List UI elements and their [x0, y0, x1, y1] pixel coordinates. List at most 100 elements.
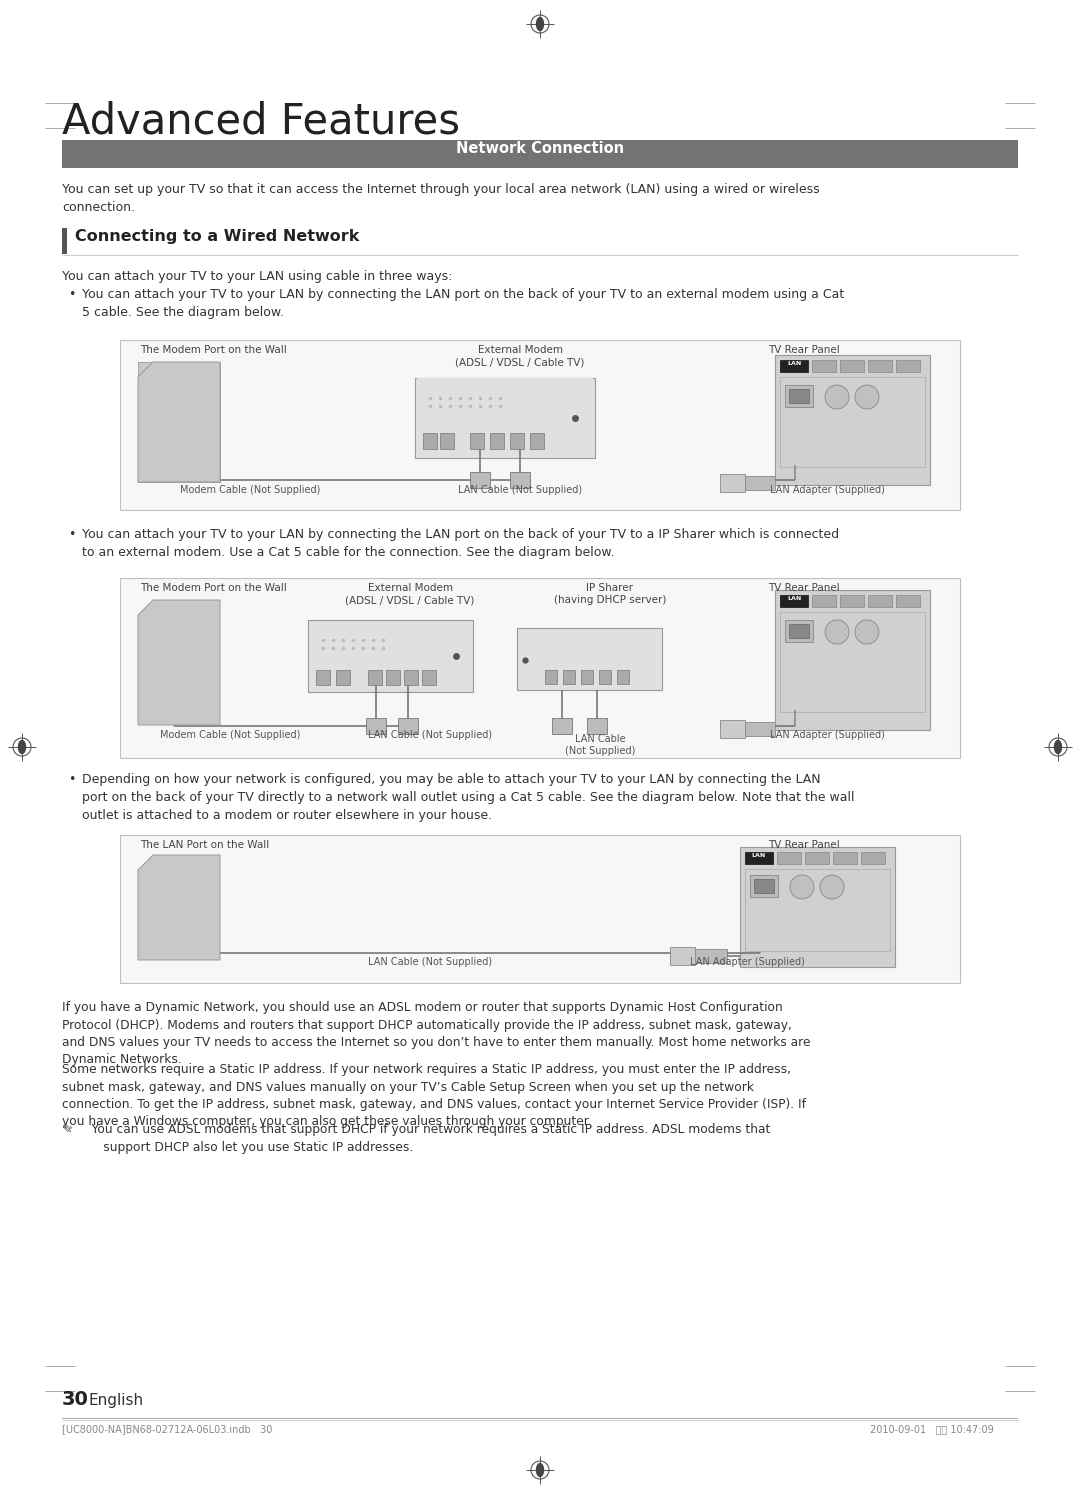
- Bar: [777, 852, 801, 864]
- Bar: [120, 341, 960, 509]
- Bar: [780, 360, 808, 372]
- Bar: [720, 474, 745, 492]
- Bar: [754, 878, 774, 893]
- Bar: [138, 362, 220, 483]
- Bar: [510, 433, 524, 450]
- Text: 2010-09-01   오전 10:47:09: 2010-09-01 오전 10:47:09: [870, 1424, 994, 1434]
- Text: Advanced Features: Advanced Features: [62, 100, 460, 142]
- Bar: [812, 360, 836, 372]
- Circle shape: [855, 620, 879, 644]
- Bar: [160, 645, 188, 666]
- Circle shape: [855, 385, 879, 409]
- Text: TV Rear Panel: TV Rear Panel: [768, 345, 840, 356]
- Bar: [599, 669, 611, 684]
- Bar: [745, 722, 775, 737]
- Text: [UC8000-NA]BN68-02712A-06L03.indb   30: [UC8000-NA]BN68-02712A-06L03.indb 30: [62, 1424, 272, 1434]
- Bar: [696, 949, 727, 964]
- Circle shape: [789, 875, 814, 899]
- Text: Some networks require a Static IP address. If your network requires a Static IP : Some networks require a Static IP addres…: [62, 1064, 806, 1128]
- Bar: [785, 620, 813, 642]
- Ellipse shape: [18, 741, 26, 753]
- Bar: [581, 669, 593, 684]
- Bar: [440, 433, 454, 450]
- Bar: [780, 595, 808, 607]
- Bar: [789, 388, 809, 403]
- Text: The Modem Port on the Wall: The Modem Port on the Wall: [140, 345, 287, 356]
- Text: LAN Cable (Not Supplied): LAN Cable (Not Supplied): [368, 731, 492, 740]
- Bar: [670, 947, 696, 965]
- Bar: [415, 378, 595, 459]
- Polygon shape: [138, 362, 220, 483]
- Circle shape: [825, 620, 849, 644]
- Text: IP Sharer
(having DHCP server): IP Sharer (having DHCP server): [554, 583, 666, 605]
- Text: The Modem Port on the Wall: The Modem Port on the Wall: [140, 583, 287, 593]
- Bar: [617, 669, 629, 684]
- Text: 30: 30: [62, 1389, 89, 1409]
- Bar: [530, 433, 544, 450]
- Bar: [422, 669, 436, 686]
- Text: LAN Cable
(Not Supplied): LAN Cable (Not Supplied): [565, 734, 635, 756]
- Bar: [775, 590, 930, 731]
- Text: LAN Adapter (Supplied): LAN Adapter (Supplied): [770, 486, 885, 495]
- Bar: [720, 720, 745, 738]
- Bar: [120, 835, 960, 983]
- Bar: [336, 669, 350, 686]
- Bar: [165, 666, 183, 698]
- Bar: [896, 360, 920, 372]
- Ellipse shape: [537, 18, 543, 30]
- Bar: [840, 595, 864, 607]
- Text: •: •: [68, 288, 76, 300]
- Bar: [780, 613, 924, 713]
- Bar: [740, 847, 895, 967]
- Bar: [552, 719, 572, 734]
- Polygon shape: [138, 601, 220, 725]
- Text: External Modem
(ADSL / VDSL / Cable TV): External Modem (ADSL / VDSL / Cable TV): [346, 583, 475, 605]
- Bar: [510, 472, 530, 489]
- Text: Modem Cable (Not Supplied): Modem Cable (Not Supplied): [179, 486, 320, 495]
- Ellipse shape: [537, 1464, 543, 1476]
- Text: You can attach your TV to your LAN by connecting the LAN port on the back of you: You can attach your TV to your LAN by co…: [82, 527, 839, 559]
- Bar: [868, 595, 892, 607]
- Text: Network Connection: Network Connection: [456, 140, 624, 155]
- Bar: [470, 433, 484, 450]
- Text: You can attach your TV to your LAN using cable in three ways:: You can attach your TV to your LAN using…: [62, 270, 453, 282]
- Text: Depending on how your network is configured, you may be able to attach your TV t: Depending on how your network is configu…: [82, 772, 854, 822]
- Text: TV Rear Panel: TV Rear Panel: [768, 840, 840, 850]
- Bar: [545, 669, 557, 684]
- Bar: [833, 852, 858, 864]
- Bar: [750, 875, 778, 896]
- Circle shape: [820, 875, 843, 899]
- Text: You can use ADSL modems that support DHCP if your network requires a Static IP a: You can use ADSL modems that support DHC…: [80, 1123, 770, 1153]
- Bar: [780, 376, 924, 468]
- Text: If you have a Dynamic Network, you should use an ADSL modem or router that suppo: If you have a Dynamic Network, you shoul…: [62, 1001, 810, 1067]
- Bar: [368, 669, 382, 686]
- Bar: [563, 669, 575, 684]
- Bar: [812, 595, 836, 607]
- Text: LAN Cable (Not Supplied): LAN Cable (Not Supplied): [458, 486, 582, 495]
- Bar: [745, 477, 775, 490]
- Text: LAN Adapter (Supplied): LAN Adapter (Supplied): [770, 731, 885, 740]
- Bar: [745, 852, 773, 864]
- Bar: [789, 624, 809, 638]
- Text: ••: ••: [62, 1123, 73, 1132]
- Text: The LAN Port on the Wall: The LAN Port on the Wall: [140, 840, 269, 850]
- Text: External Modem
(ADSL / VDSL / Cable TV): External Modem (ADSL / VDSL / Cable TV): [456, 345, 584, 368]
- Text: You can set up your TV so that it can access the Internet through your local are: You can set up your TV so that it can ac…: [62, 182, 820, 214]
- Bar: [308, 620, 473, 692]
- Text: Modem Cable (Not Supplied): Modem Cable (Not Supplied): [160, 731, 300, 740]
- Bar: [366, 719, 386, 734]
- Bar: [588, 719, 607, 734]
- Circle shape: [825, 385, 849, 409]
- Text: LAN Adapter (Supplied): LAN Adapter (Supplied): [690, 958, 805, 967]
- Bar: [165, 429, 183, 457]
- Bar: [517, 627, 662, 690]
- Bar: [490, 433, 504, 450]
- Text: ✎: ✎: [62, 1123, 72, 1135]
- Bar: [840, 360, 864, 372]
- Text: TV Rear Panel: TV Rear Panel: [768, 583, 840, 593]
- Bar: [120, 578, 960, 757]
- Bar: [805, 852, 829, 864]
- Bar: [785, 385, 813, 406]
- Polygon shape: [138, 855, 220, 961]
- Bar: [62, 229, 67, 254]
